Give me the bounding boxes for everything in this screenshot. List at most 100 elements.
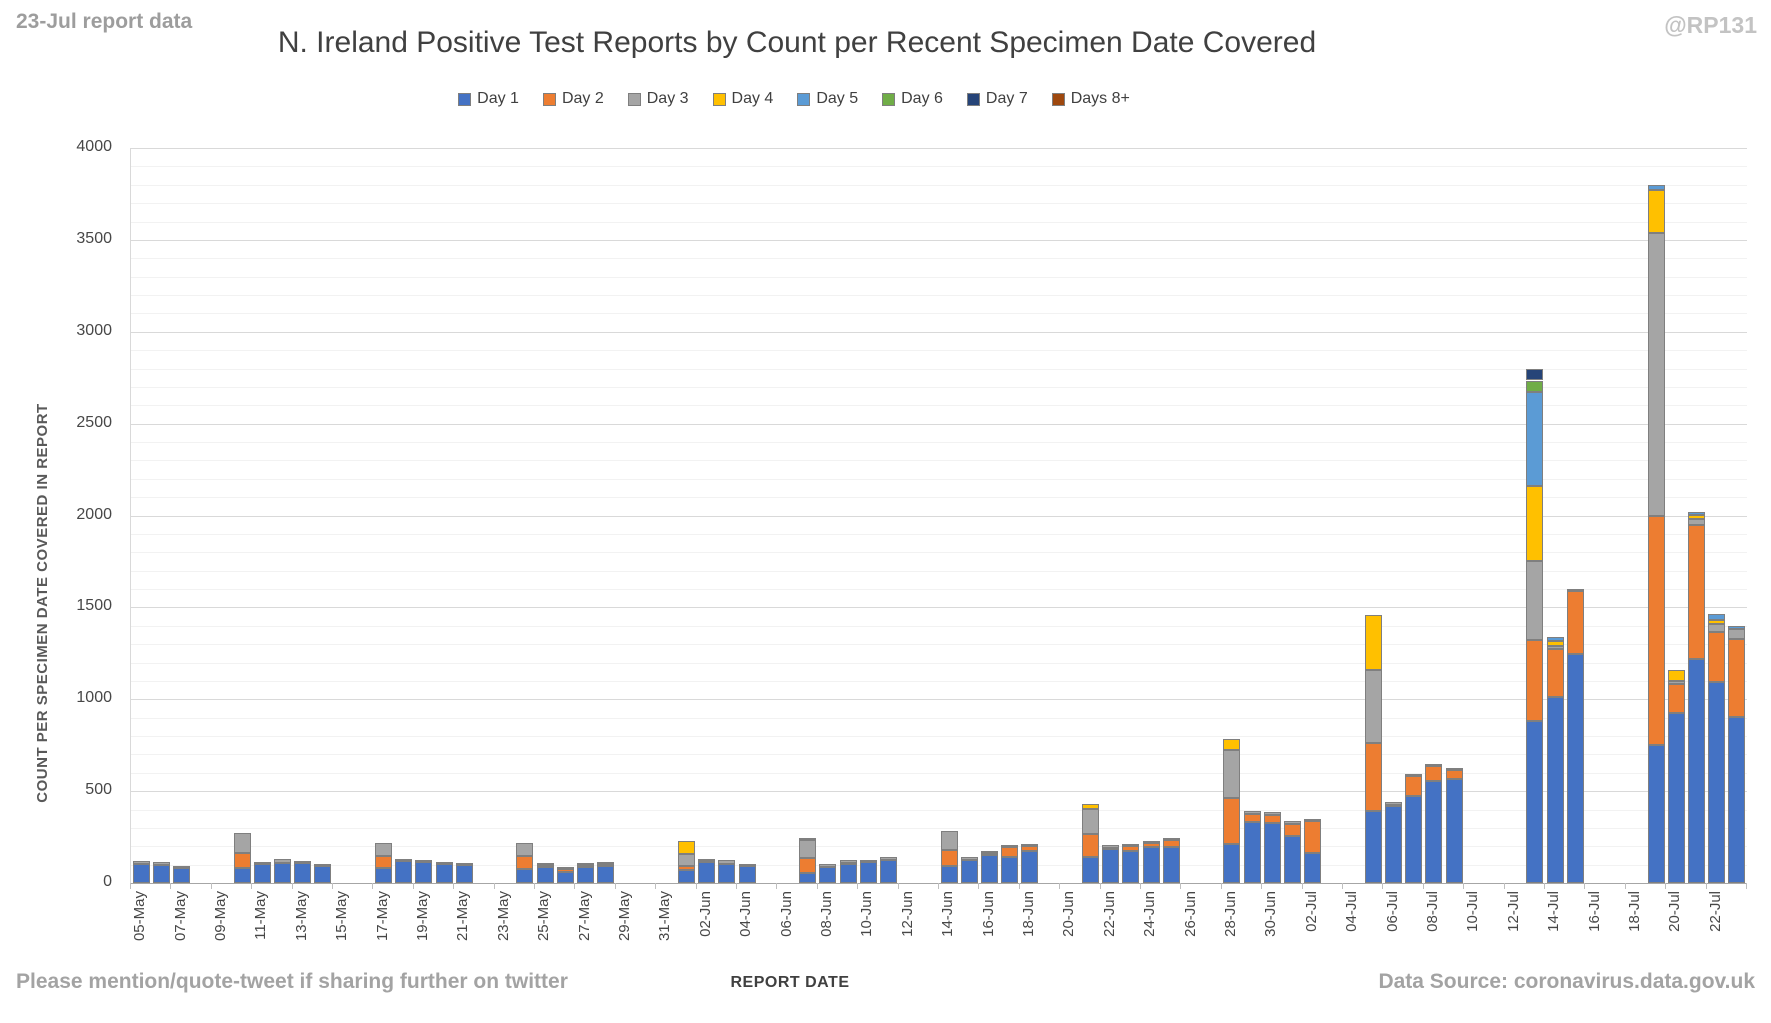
bar-segment-02-Jun-day1 bbox=[698, 862, 716, 883]
bar-segment-20-May-day3 bbox=[435, 862, 453, 865]
legend-label: Days 8+ bbox=[1070, 90, 1130, 107]
bar-segment-15-Jun-day1 bbox=[960, 860, 978, 883]
minor-gridline bbox=[131, 680, 1747, 682]
bar-segment-07-Jul-day2 bbox=[1405, 776, 1423, 796]
x-tick-label-15-May: 15-May bbox=[333, 891, 351, 942]
legend-item-day6: Day 6 bbox=[882, 90, 943, 108]
x-axis-tick bbox=[695, 883, 697, 889]
bar-segment-23-Jun-day1 bbox=[1122, 851, 1140, 883]
minor-gridline bbox=[131, 589, 1747, 590]
bar-segment-01-Jun-day4 bbox=[678, 840, 695, 854]
minor-gridline bbox=[131, 717, 1747, 719]
bar-segment-17-May-day3 bbox=[375, 842, 392, 856]
bar-segment-01-Jul-day3 bbox=[1284, 821, 1301, 824]
x-tick-label-14-Jul: 14-Jul bbox=[1545, 891, 1563, 932]
bar-segment-14-Jul-day1 bbox=[1546, 696, 1564, 883]
bar-segment-06-Jul-day3 bbox=[1385, 801, 1402, 805]
bar-segment-03-Jun-day3 bbox=[718, 860, 736, 864]
x-tick-label-10-Jun: 10-Jun bbox=[858, 891, 876, 937]
bar-segment-02-Jun-day3 bbox=[698, 859, 716, 862]
x-axis-tick bbox=[1624, 883, 1626, 889]
bar-segment-23-Jul-day3 bbox=[1728, 628, 1746, 639]
x-tick-label-08-Jul: 08-Jul bbox=[1423, 891, 1441, 932]
bar-segment-10-May-day3 bbox=[233, 832, 251, 853]
x-axis-tick bbox=[291, 883, 293, 889]
bar-segment-18-May-day1 bbox=[395, 861, 413, 883]
x-tick-label-22-Jul: 22-Jul bbox=[1706, 891, 1724, 932]
x-tick-label-20-Jun: 20-Jun bbox=[1060, 891, 1078, 937]
major-gridline bbox=[131, 515, 1747, 517]
bar-segment-13-Jul-day4 bbox=[1526, 486, 1544, 562]
bar-segment-13-May-day1 bbox=[294, 862, 312, 883]
bar-segment-09-Jul-day1 bbox=[1445, 778, 1463, 883]
bar-segment-21-Jul-day1 bbox=[1688, 658, 1705, 883]
bar-segment-02-Jul-day1 bbox=[1304, 852, 1322, 883]
x-tick-label-30-Jun: 30-Jun bbox=[1262, 891, 1280, 937]
x-tick-label-31-May: 31-May bbox=[656, 891, 674, 942]
bar-segment-30-Jun-day3 bbox=[1263, 812, 1281, 815]
bar-segment-25-May-day2 bbox=[536, 864, 554, 867]
bar-segment-07-Jun-day1 bbox=[799, 872, 817, 883]
bar-segment-11-Jun-day3 bbox=[880, 857, 897, 860]
bar-segment-24-May-day1 bbox=[516, 869, 534, 883]
bar-segment-17-Jun-day1 bbox=[1001, 856, 1019, 883]
bar-segment-12-May-day3 bbox=[274, 859, 291, 864]
bar-segment-01-Jul-day2 bbox=[1284, 823, 1301, 836]
bar-segment-22-Jul-day2 bbox=[1708, 632, 1726, 683]
y-tick-label: 3000 bbox=[76, 321, 112, 339]
major-gridline bbox=[131, 423, 1747, 425]
legend-item-day1: Day 1 bbox=[458, 90, 519, 108]
legend-item-day2: Day 2 bbox=[542, 90, 604, 108]
bar-segment-15-Jun-day3 bbox=[960, 857, 978, 860]
y-tick-label: 1500 bbox=[76, 597, 112, 615]
major-gridline bbox=[131, 791, 1747, 793]
bar-segment-24-May-day3 bbox=[516, 842, 534, 857]
x-axis-tick bbox=[1059, 883, 1061, 889]
bar-segment-26-May-day1 bbox=[556, 871, 574, 883]
bar-segment-01-Jun-day2 bbox=[678, 865, 695, 871]
x-tick-label-06-Jul: 06-Jul bbox=[1383, 891, 1401, 932]
x-tick-label-04-Jul: 04-Jul bbox=[1343, 891, 1361, 932]
bar-segment-21-Jun-day1 bbox=[1082, 857, 1099, 883]
bar-segment-15-Jul-day1 bbox=[1566, 654, 1584, 883]
x-tick-label-21-May: 21-May bbox=[454, 891, 472, 942]
x-axis-tick bbox=[776, 883, 778, 889]
bar-segment-27-May-day1 bbox=[577, 866, 594, 883]
bar-segment-07-Jun-day3 bbox=[799, 839, 817, 859]
bar-segment-13-Jul-day6 bbox=[1526, 380, 1544, 393]
bar-segment-30-Jun-day2 bbox=[1263, 815, 1281, 823]
minor-gridline bbox=[131, 350, 1747, 352]
bar-segment-13-Jul-day3 bbox=[1526, 561, 1544, 640]
bar-segment-08-Jul-day2 bbox=[1425, 765, 1443, 781]
bar-segment-13-Jul-day2 bbox=[1526, 639, 1544, 722]
bar-segment-24-May-day2 bbox=[516, 856, 534, 870]
x-axis-tick bbox=[1584, 883, 1586, 889]
x-axis-tick bbox=[857, 883, 859, 889]
bar-segment-12-May-day1 bbox=[274, 863, 291, 883]
minor-gridline bbox=[131, 460, 1747, 462]
chart-legend: Day 1 Day 2 Day 3 Day 4 Day 5 Day 6 Day 7 Days … bbox=[0, 90, 1588, 108]
twitter-handle: @RP131 bbox=[1664, 12, 1757, 38]
minor-gridline bbox=[131, 809, 1747, 811]
bar-segment-20-Jul-day1 bbox=[1667, 712, 1685, 883]
bar-segment-24-Jun-day1 bbox=[1142, 847, 1160, 883]
bar-segment-09-Jun-day3 bbox=[839, 860, 857, 863]
legend-swatch bbox=[542, 92, 556, 106]
data-source: Data Source: coronavirus.data.gov.uk bbox=[1378, 970, 1755, 993]
x-tick-label-13-May: 13-May bbox=[292, 891, 310, 942]
major-gridline bbox=[131, 331, 1747, 333]
minor-gridline bbox=[131, 203, 1747, 205]
bar-segment-19-Jul-day4 bbox=[1647, 190, 1665, 233]
bar-segment-09-Jul-day2 bbox=[1445, 770, 1463, 779]
bar-segment-26-May-day3 bbox=[556, 866, 574, 869]
minor-gridline bbox=[131, 552, 1747, 554]
plot-area bbox=[130, 148, 1747, 884]
x-axis-tick bbox=[1382, 883, 1384, 889]
bar-segment-13-Jul-day7 bbox=[1526, 368, 1544, 381]
bar-segment-02-Jul-day2 bbox=[1304, 821, 1322, 853]
y-tick-label: 4000 bbox=[76, 138, 112, 155]
major-gridline bbox=[131, 607, 1747, 609]
bar-segment-03-Jun-day1 bbox=[718, 863, 736, 883]
x-tick-label-17-May: 17-May bbox=[373, 891, 391, 942]
x-axis-tick bbox=[938, 883, 939, 889]
